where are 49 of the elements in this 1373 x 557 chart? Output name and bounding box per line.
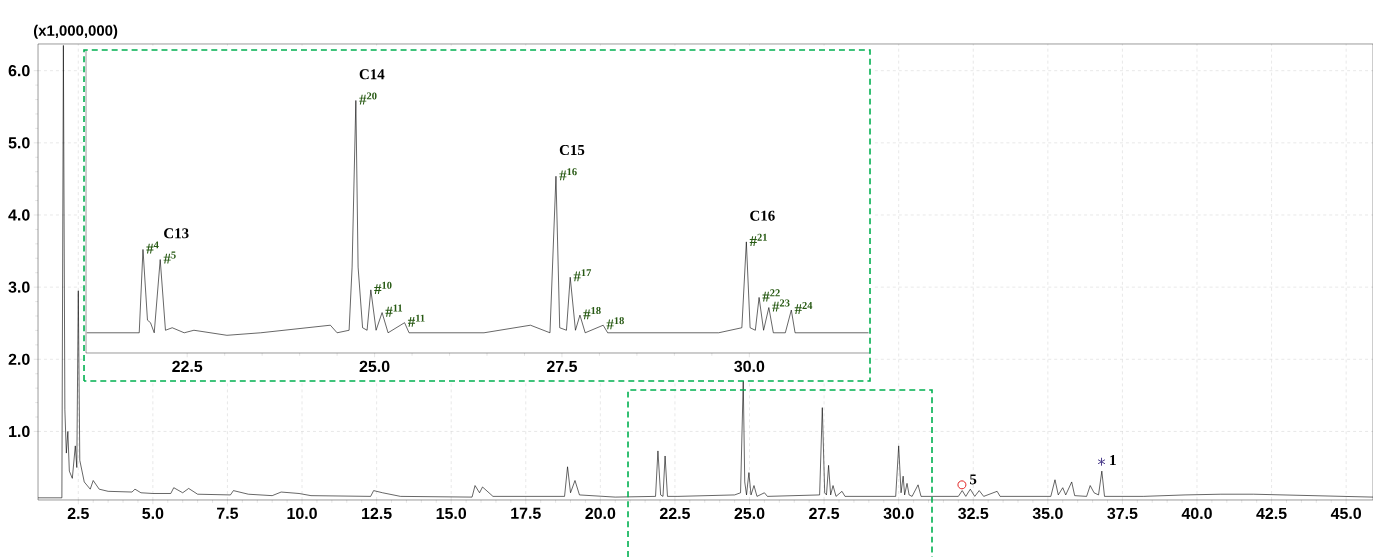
annotation: 5 — [970, 474, 977, 485]
annotation: 1 — [1110, 455, 1116, 465]
x-tick-label: 35.0 — [1032, 507, 1063, 520]
x-tick-label: 22.5 — [659, 507, 690, 520]
annotation: C15 — [559, 145, 585, 156]
x-tick-label: 37.5 — [1107, 507, 1138, 520]
x-tick-label: 27.5 — [809, 507, 840, 520]
annotation: #$^{11}$ — [385, 304, 403, 317]
y-tick-label: 6.0 — [8, 65, 30, 77]
x-tick-label: 15.0 — [436, 507, 467, 520]
y-tick-label: 4.0 — [8, 209, 30, 221]
annotation: #$^{11}$ — [407, 314, 425, 327]
annotation: #$^{21}$ — [749, 233, 767, 246]
annotation: #$^{20}$ — [359, 92, 377, 105]
annotation: #$^{22}$ — [762, 289, 780, 302]
x-tick-label: 12.5 — [362, 507, 392, 520]
annotation: #$^{10}$ — [374, 281, 392, 294]
x-tick-label: 32.5 — [958, 507, 989, 520]
y-axis-title: (x1,000,000) — [33, 24, 118, 39]
x-tick-label: 25.0 — [734, 507, 765, 520]
annotation: #$^{23}$ — [772, 299, 790, 312]
x-tick-label: 5.0 — [142, 507, 164, 520]
x-tick-label: 22.5 — [172, 360, 203, 373]
x-tick-label: 17.5 — [511, 507, 541, 519]
annotation: #$^{18}$ — [606, 317, 624, 330]
x-tick-label: 27.5 — [547, 360, 578, 373]
x-tick-label: 30.0 — [734, 360, 765, 373]
x-tick-label: 25.0 — [359, 360, 390, 373]
x-tick-label: 42.5 — [1256, 507, 1287, 520]
x-tick-label: 20.0 — [585, 507, 616, 520]
annotation: #$^{4}$ — [146, 241, 159, 254]
x-tick-label: 2.5 — [67, 507, 89, 520]
annotation: C16 — [750, 210, 775, 221]
y-tick-label: 1.0 — [9, 425, 30, 438]
annotation: #$^{18}$ — [583, 307, 601, 320]
y-tick-label: 2.0 — [8, 353, 30, 365]
annotation: C14 — [359, 69, 385, 80]
x-tick-label: 30.0 — [883, 507, 914, 520]
x-tick-label: 7.5 — [217, 507, 239, 519]
annotation: #$^{24}$ — [794, 302, 813, 315]
x-tick-label: 40.0 — [1181, 507, 1212, 520]
annotation: #$^{17}$ — [573, 269, 592, 282]
annotation: #$^{5}$ — [163, 251, 176, 264]
y-tick-label: 5.0 — [8, 137, 30, 149]
x-tick-label: 10.0 — [287, 507, 317, 520]
x-tick-label: 45.0 — [1330, 507, 1361, 520]
annotation: #$^{16}$ — [559, 168, 577, 181]
annotation: C13 — [164, 228, 189, 239]
y-tick-label: 3.0 — [8, 281, 30, 293]
